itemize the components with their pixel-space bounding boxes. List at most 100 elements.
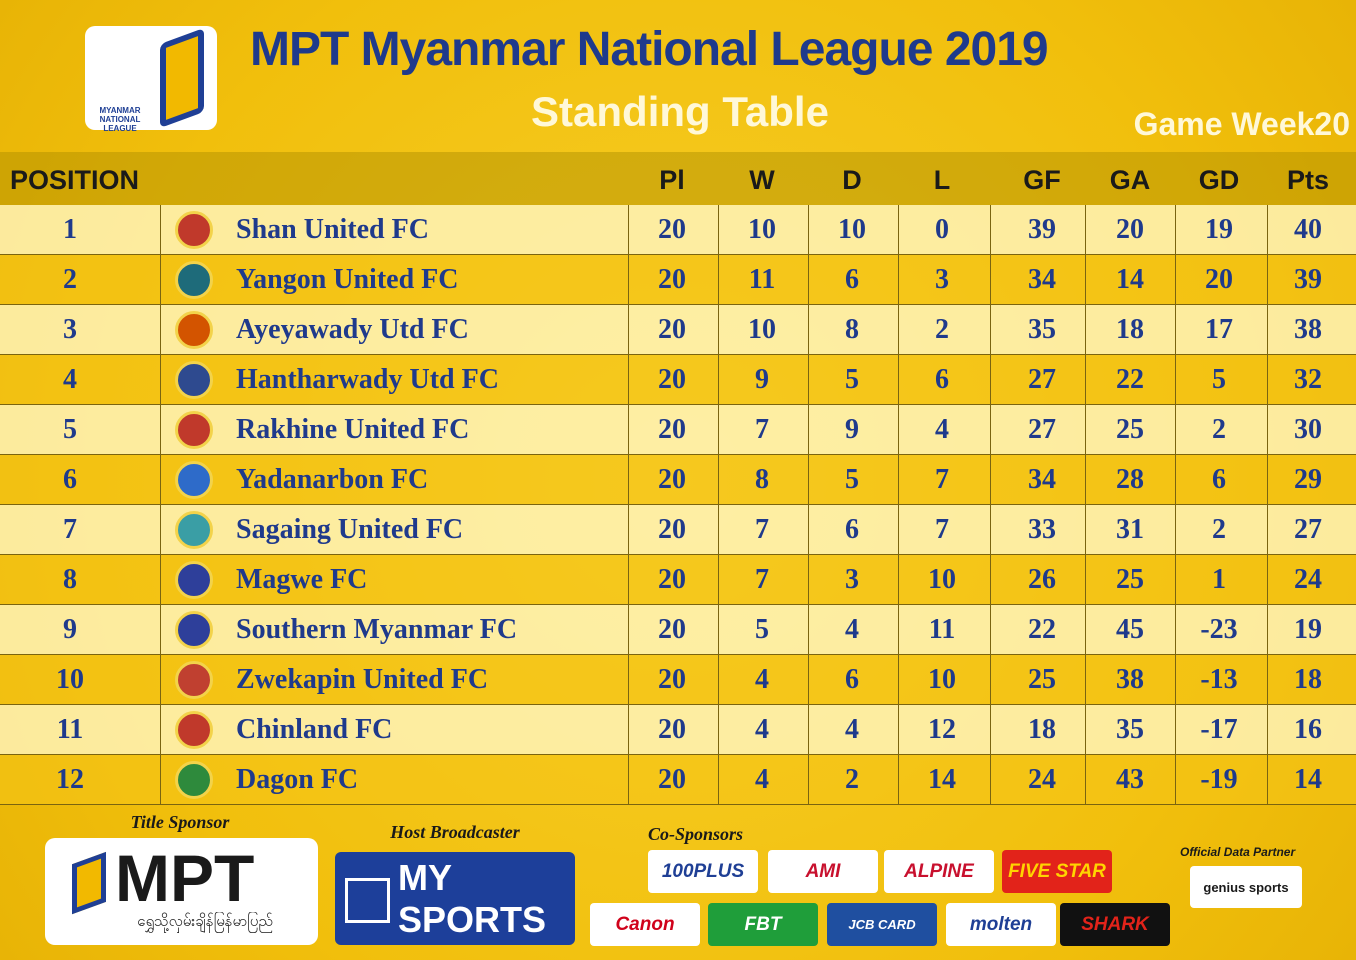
column-header: GA [1109, 164, 1151, 195]
stat: 26 [1028, 564, 1056, 595]
cell-divider [160, 505, 161, 555]
cell-divider [1175, 605, 1176, 655]
stat: 33 [1028, 514, 1056, 545]
cell-divider [628, 405, 629, 455]
cell-divider [718, 355, 719, 405]
cell-divider [808, 205, 809, 255]
table-row [0, 405, 1356, 455]
stat: 7 [935, 514, 949, 545]
stat: 27 [1028, 414, 1056, 445]
stat: 4 [755, 764, 769, 795]
stat: 38 [1294, 314, 1322, 345]
cell-divider [1267, 305, 1268, 355]
stat: 6 [845, 514, 859, 545]
stat: 20 [658, 664, 686, 695]
cell-divider [718, 505, 719, 555]
cell-divider [1175, 355, 1176, 405]
host-icon [345, 878, 390, 923]
cell-divider [628, 305, 629, 355]
stat: 20 [658, 714, 686, 745]
cell-divider [628, 555, 629, 605]
table-row [0, 755, 1356, 805]
cell-divider [1085, 605, 1086, 655]
stat: 8 [845, 314, 859, 345]
cell-divider [990, 255, 991, 305]
table-row [0, 455, 1356, 505]
column-header: W [749, 164, 775, 195]
table-row [0, 555, 1356, 605]
title-sponsor-tagline: ရွှေသို့လှမ်းချိန်မြန်မာပြည် [137, 912, 273, 930]
team-name: Chinland FC [236, 714, 393, 745]
cell-divider [898, 255, 899, 305]
cell-divider [718, 305, 719, 355]
stat: 20 [658, 614, 686, 645]
cell-divider [1085, 205, 1086, 255]
team-logo [175, 211, 213, 249]
team-logo [175, 511, 213, 549]
stat: 2 [845, 764, 859, 795]
stat: 25 [1116, 414, 1144, 445]
cell-divider [990, 755, 991, 805]
position: 2 [63, 264, 77, 295]
column-header: POSITION [10, 164, 140, 195]
team-name: Magwe FC [236, 564, 368, 595]
cell-divider [628, 605, 629, 655]
cell-divider [718, 705, 719, 755]
cell-divider [1175, 455, 1176, 505]
position: 1 [63, 214, 77, 245]
column-header: Pts [1286, 164, 1330, 195]
co-sponsor: ALPINE [884, 850, 994, 893]
cell-divider [990, 355, 991, 405]
header-band [0, 152, 1356, 205]
cell-divider [718, 555, 719, 605]
stat: 20 [658, 364, 686, 395]
table-row [0, 355, 1356, 405]
cell-divider [1267, 555, 1268, 605]
stat: 29 [1294, 464, 1322, 495]
cell-divider [808, 755, 809, 805]
cell-divider [628, 455, 629, 505]
team-name: Yangon United FC [236, 264, 459, 295]
title: MPT Myanmar National League 2019 [250, 23, 1049, 76]
stat: -23 [1200, 614, 1238, 645]
column-header: GF [1023, 164, 1061, 195]
stat: 6 [845, 264, 859, 295]
stat: 20 [658, 764, 686, 795]
stat: 24 [1294, 564, 1322, 595]
cell-divider [628, 755, 629, 805]
stat: 5 [845, 364, 859, 395]
stat: 19 [1294, 614, 1322, 645]
stat: 19 [1205, 214, 1233, 245]
table-row [0, 605, 1356, 655]
cell-divider [1085, 405, 1086, 455]
column-header: GD [1198, 164, 1240, 195]
cell-divider [1175, 705, 1176, 755]
cell-divider [160, 355, 161, 405]
cell-divider [1267, 505, 1268, 555]
stat: 34 [1028, 264, 1056, 295]
cell-divider [898, 555, 899, 605]
stat: 5 [1212, 364, 1226, 395]
cell-divider [808, 405, 809, 455]
stat: 20 [658, 414, 686, 445]
stat: 18 [1028, 714, 1056, 745]
column-header: Pl [659, 164, 685, 195]
league-logo-text: MYANMAR NATIONAL LEAGUE [99, 106, 141, 133]
column-header: D [842, 164, 862, 195]
cell-divider [160, 405, 161, 455]
stat: 25 [1028, 664, 1056, 695]
team-name: Yadanarbon FC [236, 464, 429, 495]
team-logo [175, 261, 213, 299]
stat: 7 [755, 514, 769, 545]
cell-divider [1175, 655, 1176, 705]
stat: 31 [1116, 514, 1144, 545]
cell-divider [628, 655, 629, 705]
team-logo [175, 711, 213, 749]
cell-divider [990, 705, 991, 755]
stat: 22 [1116, 364, 1144, 395]
title-sponsor-name: MPT [115, 841, 255, 915]
team-logo [175, 661, 213, 699]
sponsor-label: Title Sponsor [130, 812, 230, 832]
cell-divider [1267, 705, 1268, 755]
